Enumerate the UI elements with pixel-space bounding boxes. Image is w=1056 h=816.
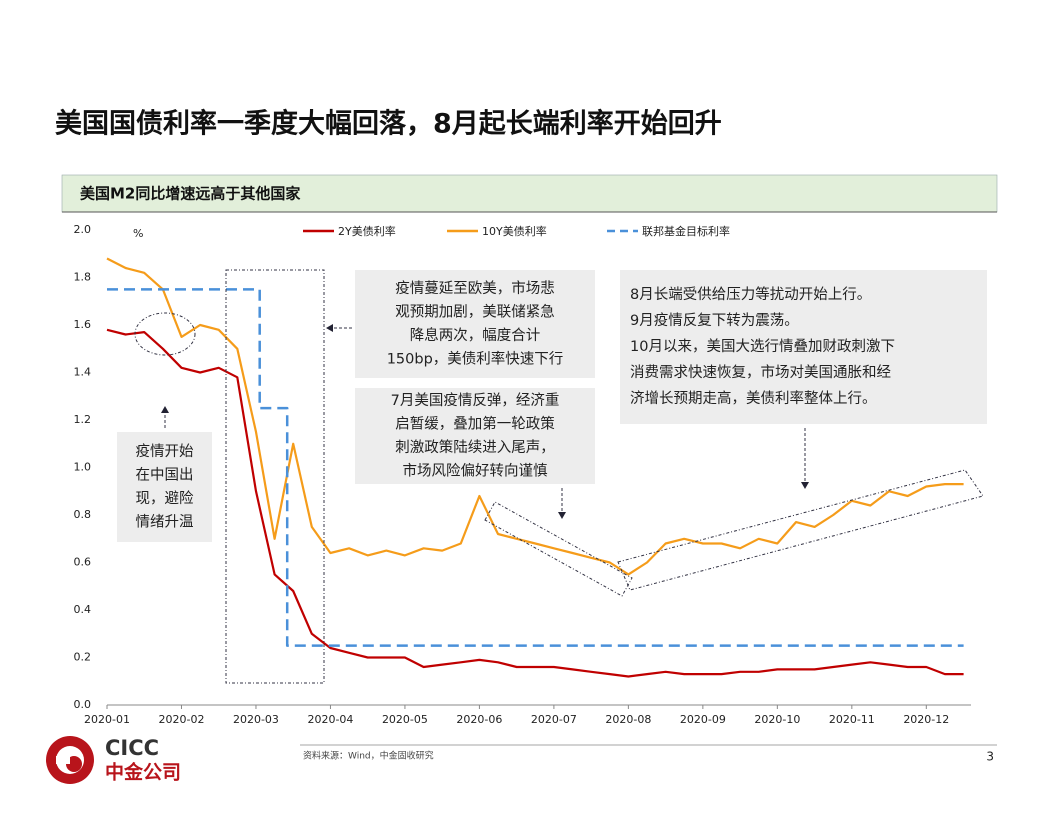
annotation-text: 观预期加剧，美联储紧急 bbox=[395, 303, 555, 320]
panel-title: 美国M2同比增速远高于其他国家 bbox=[80, 185, 300, 203]
logo: CICC 中金公司 bbox=[46, 736, 181, 784]
arrowhead bbox=[326, 324, 333, 332]
x-tick-label: 2020-04 bbox=[307, 713, 353, 726]
y-tick-label: 1.8 bbox=[74, 271, 92, 284]
legend-label: 联邦基金目标利率 bbox=[642, 224, 730, 238]
y-tick-label: 2.0 bbox=[74, 223, 92, 236]
annotation-text: 在中国出 bbox=[136, 466, 194, 483]
decor bbox=[134, 269, 984, 684]
series-line bbox=[106, 257, 964, 576]
annotation-text: 150bp，美债利率快速下行 bbox=[387, 350, 564, 367]
page-number: 3 bbox=[986, 750, 994, 764]
logo-mark bbox=[56, 756, 70, 764]
x-tick-label: 2020-09 bbox=[680, 713, 726, 726]
highlight-band bbox=[617, 469, 984, 591]
y-tick-label: 0.6 bbox=[74, 556, 92, 569]
annotation-text: 疫情开始 bbox=[136, 443, 194, 460]
highlight-ellipse bbox=[134, 312, 196, 356]
x-tick-label: 2020-12 bbox=[903, 713, 949, 726]
arrowhead bbox=[801, 482, 809, 489]
annotation-text: 降息两次，幅度合计 bbox=[410, 327, 541, 344]
highlight-band bbox=[484, 501, 633, 597]
x-tick-label: 2020-03 bbox=[233, 713, 279, 726]
annotation-box bbox=[355, 388, 595, 484]
arrowhead bbox=[558, 512, 566, 519]
annotation-text: 消费需求快速恢复，市场对美国通胀和经 bbox=[630, 363, 891, 381]
slide-title: 美国国债利率一季度大幅回落，8月起长端利率开始回升 bbox=[55, 108, 722, 140]
arrowheads bbox=[161, 324, 809, 519]
annotation-text: 疫情蔓延至欧美，市场悲 bbox=[395, 280, 555, 297]
series-line bbox=[106, 328, 964, 678]
annotation-text: 刺激政策陆续进入尾声， bbox=[395, 438, 555, 456]
annotation-box bbox=[620, 270, 987, 424]
source: 资料来源：Wind，中金固收研究 bbox=[303, 750, 434, 762]
panel-header bbox=[61, 174, 998, 213]
annotation-text: 8月长端受供给压力等扰动开始上行。 bbox=[630, 285, 871, 303]
y-tick-label: 1.2 bbox=[74, 413, 92, 426]
series-line bbox=[107, 288, 964, 647]
legend-label: 10Y美债利率 bbox=[482, 224, 547, 238]
logo-cn: 中金公司 bbox=[105, 761, 181, 784]
x-tick-label: 2020-10 bbox=[754, 713, 800, 726]
annotation-text: 启暂缓，叠加第一轮政策 bbox=[395, 414, 555, 432]
annotation-text: 济增长预期走高，美债利率整体上行。 bbox=[630, 390, 877, 407]
annotation-text: 市场风险偏好转向谨慎 bbox=[403, 462, 548, 479]
annotation-text: 10月以来，美国大选行情叠加财政刺激下 bbox=[630, 338, 895, 355]
y-tick-label: 1.6 bbox=[74, 318, 92, 331]
y-tick-label: 0.4 bbox=[74, 603, 92, 616]
x-tick-label: 2020-01 bbox=[84, 713, 130, 726]
annotation-box bbox=[355, 270, 595, 378]
logo-en: CICC bbox=[105, 736, 159, 760]
highlight-box bbox=[225, 269, 325, 684]
y-tick-label: 0.2 bbox=[74, 651, 92, 664]
annotation-text: 9月疫情反复下转为震荡。 bbox=[630, 311, 799, 329]
annotation-box bbox=[117, 432, 212, 542]
annotation-text: 7月美国疫情反弹，经济重 bbox=[391, 392, 560, 409]
x-tick-label: 2020-07 bbox=[531, 713, 577, 726]
plot: 0.0 0.2 0.4 0.6 0.8 1.0 1.2 1.4 1.6 1.8 2.0 2020-01… bbox=[74, 223, 971, 726]
annotation-text: 情绪升温 bbox=[136, 513, 194, 530]
y-tick-label: 1.4 bbox=[74, 366, 92, 379]
arrowhead bbox=[161, 406, 169, 413]
x-tick-label: 2020-11 bbox=[829, 713, 875, 726]
x-tick-label: 2020-06 bbox=[456, 713, 502, 726]
y-tick-label: 1.0 bbox=[74, 461, 92, 474]
x-tick-label: 2020-02 bbox=[158, 713, 204, 726]
y-tick-label: 0.8 bbox=[74, 508, 92, 521]
x-tick-label: 2020-08 bbox=[605, 713, 651, 726]
x-tick-label: 2020-05 bbox=[382, 713, 428, 726]
y-unit: % bbox=[133, 227, 143, 240]
legend-label: 2Y美债利率 bbox=[338, 224, 396, 238]
annotation-text: 现，避险 bbox=[136, 490, 194, 507]
y-tick-label: 0.0 bbox=[74, 698, 92, 711]
